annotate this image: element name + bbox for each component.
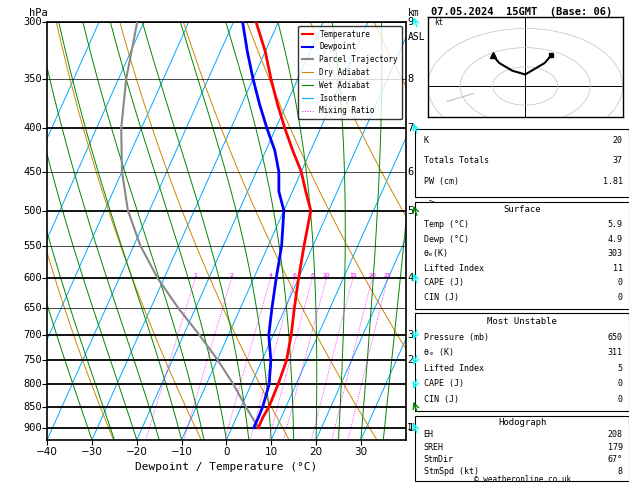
- Text: 4: 4: [269, 273, 272, 278]
- Text: 700: 700: [23, 330, 42, 340]
- Text: 0: 0: [618, 395, 623, 403]
- Text: SREH: SREH: [424, 443, 443, 451]
- Text: θₑ(K): θₑ(K): [424, 249, 448, 258]
- Text: 450: 450: [23, 167, 42, 176]
- Text: θₑ (K): θₑ (K): [424, 348, 454, 357]
- Text: 67°: 67°: [608, 455, 623, 464]
- Text: CAPE (J): CAPE (J): [424, 278, 464, 288]
- Text: 20: 20: [369, 273, 376, 278]
- Text: EH: EH: [424, 430, 433, 439]
- Text: 4.9: 4.9: [608, 235, 623, 243]
- Bar: [415, 202, 629, 309]
- Text: 900: 900: [23, 423, 42, 433]
- Text: 8: 8: [311, 273, 314, 278]
- Text: StmSpd (kt): StmSpd (kt): [424, 468, 479, 476]
- Text: 7: 7: [408, 123, 414, 133]
- Text: kt: kt: [434, 17, 443, 27]
- Text: 1.81: 1.81: [603, 177, 623, 186]
- Text: Lifted Index: Lifted Index: [424, 264, 484, 273]
- Text: 0: 0: [618, 293, 623, 302]
- Text: 11: 11: [613, 264, 623, 273]
- Text: 07.05.2024  15GMT  (Base: 06): 07.05.2024 15GMT (Base: 06): [431, 7, 613, 17]
- Text: hPa: hPa: [29, 8, 48, 17]
- Text: Pressure (mb): Pressure (mb): [424, 333, 489, 342]
- Text: 500: 500: [23, 206, 42, 216]
- Bar: [415, 313, 629, 411]
- Text: 311: 311: [608, 348, 623, 357]
- Text: 0: 0: [618, 278, 623, 288]
- Text: 5: 5: [408, 206, 414, 216]
- Text: 8: 8: [408, 74, 414, 84]
- Text: Lifted Index: Lifted Index: [424, 364, 484, 373]
- Text: 350: 350: [23, 74, 42, 84]
- Text: 208: 208: [608, 430, 623, 439]
- Text: 179: 179: [608, 443, 623, 451]
- Text: 650: 650: [608, 333, 623, 342]
- Text: 6: 6: [292, 273, 297, 278]
- Text: 2: 2: [230, 273, 233, 278]
- Text: Totals Totals: Totals Totals: [424, 156, 489, 165]
- Text: 4: 4: [408, 273, 414, 283]
- Text: 750: 750: [23, 355, 42, 365]
- Text: CIN (J): CIN (J): [424, 395, 459, 403]
- Text: 800: 800: [23, 379, 42, 389]
- Text: 650: 650: [23, 302, 42, 312]
- Text: 10: 10: [323, 273, 330, 278]
- Text: 20: 20: [613, 136, 623, 145]
- Bar: [415, 416, 629, 481]
- Text: CAPE (J): CAPE (J): [424, 379, 464, 388]
- Text: Most Unstable: Most Unstable: [487, 317, 557, 327]
- Text: © weatheronline.co.uk: © weatheronline.co.uk: [474, 474, 571, 484]
- Text: 850: 850: [23, 401, 42, 412]
- Text: 25: 25: [384, 273, 392, 278]
- Text: 37: 37: [613, 156, 623, 165]
- Text: 9: 9: [408, 17, 414, 27]
- Legend: Temperature, Dewpoint, Parcel Trajectory, Dry Adiabat, Wet Adiabat, Isotherm, Mi: Temperature, Dewpoint, Parcel Trajectory…: [298, 26, 402, 119]
- Text: 300: 300: [23, 17, 42, 27]
- Text: 15: 15: [349, 273, 357, 278]
- Text: CIN (J): CIN (J): [424, 293, 459, 302]
- Text: 6: 6: [408, 167, 414, 176]
- Text: Temp (°C): Temp (°C): [424, 220, 469, 229]
- Text: 400: 400: [23, 123, 42, 133]
- X-axis label: Dewpoint / Temperature (°C): Dewpoint / Temperature (°C): [135, 462, 318, 471]
- Text: 3: 3: [408, 330, 414, 340]
- Text: Hodograph: Hodograph: [498, 418, 546, 427]
- Text: 1: 1: [408, 423, 414, 433]
- Text: 8: 8: [618, 468, 623, 476]
- Text: StmDir: StmDir: [424, 455, 454, 464]
- Text: 600: 600: [23, 273, 42, 283]
- Text: 2: 2: [408, 355, 414, 365]
- Text: K: K: [424, 136, 429, 145]
- Text: 0: 0: [618, 379, 623, 388]
- Text: ASL: ASL: [408, 32, 425, 42]
- Text: 5.9: 5.9: [608, 220, 623, 229]
- Text: Dewp (°C): Dewp (°C): [424, 235, 469, 243]
- Text: Mixing Ratio (g/kg): Mixing Ratio (g/kg): [430, 183, 439, 278]
- Text: PW (cm): PW (cm): [424, 177, 459, 186]
- Text: 303: 303: [608, 249, 623, 258]
- Text: 1LCL: 1LCL: [408, 423, 428, 432]
- Text: 1: 1: [193, 273, 198, 278]
- Text: 5: 5: [618, 364, 623, 373]
- Bar: [415, 129, 629, 197]
- Text: Surface: Surface: [503, 205, 541, 214]
- Text: 550: 550: [23, 241, 42, 251]
- Text: km: km: [408, 8, 420, 17]
